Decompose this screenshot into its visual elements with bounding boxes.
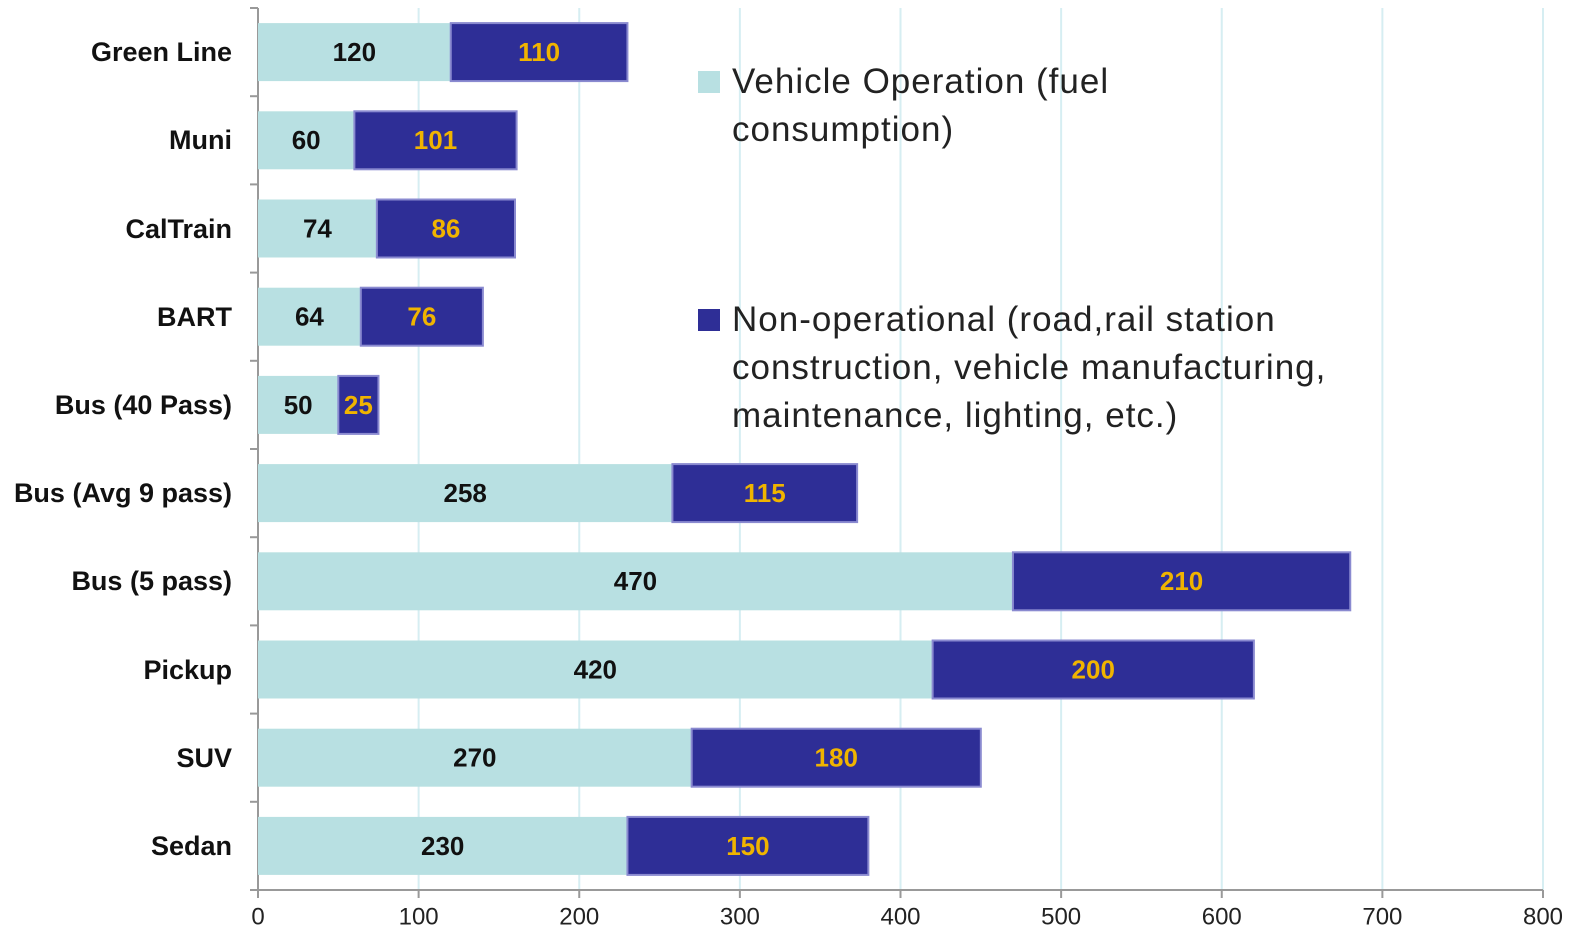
legend-label: Vehicle Operation (fuel consumption) (732, 62, 1110, 149)
y-tick-label: Green Line (90, 37, 232, 68)
y-tick-label: Muni (169, 125, 232, 156)
bar-segment (353, 110, 518, 171)
bar-segment (258, 640, 933, 699)
x-tick-label: 300 (720, 903, 760, 930)
bar-segment (258, 816, 628, 875)
y-tick-label: Bus (Avg 9 pass) (13, 478, 232, 509)
y-tick-label: Pickup (143, 654, 232, 685)
bar-segment (931, 639, 1255, 700)
bar-segment (258, 464, 673, 523)
bar-segment (258, 23, 451, 82)
x-tick-label: 800 (1523, 903, 1563, 930)
bar-segment (626, 815, 870, 876)
bar-segment (258, 728, 692, 787)
bar-segment (449, 22, 629, 83)
bar-segment (690, 727, 982, 788)
legend-label: Non-operational (road,rail station const… (732, 300, 1327, 435)
legend-swatch (698, 309, 720, 331)
x-tick-label: 700 (1362, 903, 1402, 930)
x-tick-label: 0 (251, 903, 264, 930)
bar-segment (671, 463, 859, 524)
bar-segment (258, 375, 339, 434)
data-label: 60 (292, 125, 321, 155)
bar-segment (258, 199, 377, 258)
data-label: 110 (518, 37, 560, 67)
data-label: 64 (295, 302, 324, 332)
data-label: 120 (333, 37, 376, 67)
data-label: 74 (303, 213, 332, 243)
data-label: 470 (614, 566, 657, 596)
data-label: 50 (284, 390, 313, 420)
data-label: 150 (726, 831, 769, 861)
x-tick-label: 200 (559, 903, 599, 930)
bar-segment (258, 287, 361, 346)
data-label: 258 (444, 478, 487, 508)
data-label: 86 (431, 213, 460, 243)
legend-swatch (698, 71, 720, 93)
y-tick-label: BART (157, 301, 232, 332)
y-tick-label: Bus (40 Pass) (54, 389, 232, 420)
x-tick-label: 600 (1202, 903, 1242, 930)
y-tick-label: CalTrain (125, 213, 232, 244)
x-tick-label: 100 (399, 903, 439, 930)
y-tick-label: SUV (176, 742, 232, 773)
data-label: 210 (1160, 566, 1203, 596)
data-label: 76 (407, 302, 436, 332)
data-label: 115 (744, 478, 786, 508)
data-label: 270 (453, 743, 496, 773)
x-tick-label: 400 (880, 903, 920, 930)
bar-segment (258, 111, 355, 170)
data-label: 25 (344, 390, 373, 420)
data-label: 101 (414, 125, 457, 155)
y-tick-label: Sedan (150, 830, 232, 861)
data-label: 200 (1072, 654, 1115, 684)
bar-segment (258, 552, 1013, 611)
data-label: 230 (421, 831, 464, 861)
bar-segment (359, 286, 484, 347)
y-tick-label: Bus (5 pass) (71, 566, 232, 597)
data-label: 180 (815, 743, 858, 773)
bar-segment (1011, 551, 1352, 612)
bar-segment (337, 374, 380, 435)
data-label: 420 (574, 654, 617, 684)
bar-segment (375, 198, 516, 259)
x-tick-label: 500 (1041, 903, 1081, 930)
